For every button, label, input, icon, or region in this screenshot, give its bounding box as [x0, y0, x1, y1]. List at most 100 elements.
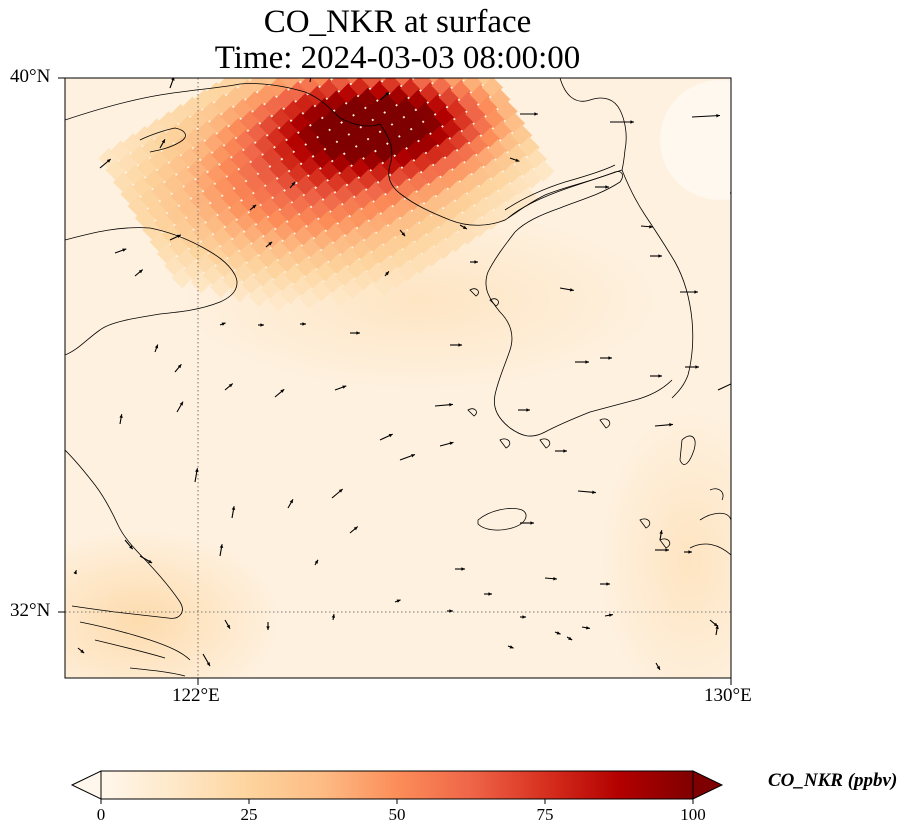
wind-arrow-shaft [691, 114, 721, 118]
wind-arrow-head [342, 385, 347, 389]
wind-arrow-head [138, 269, 143, 274]
plume-cell [272, 78, 295, 79]
coastlines [65, 78, 731, 677]
wind-arrow-head [606, 582, 610, 586]
colorbar-tick-label-75: 75 [536, 805, 554, 824]
plume-cell [386, 54, 407, 75]
wind-arrow-head [458, 343, 462, 347]
coast-jeju [477, 508, 527, 531]
wind-arrow-head [665, 548, 669, 552]
plume-cell [297, 43, 318, 64]
wind-arrow-head [385, 92, 390, 96]
coast-jiangsu [65, 449, 183, 619]
wind-arrow-head [122, 248, 127, 252]
wind-arrow-shaft [309, 78, 312, 83]
plume-cell [533, 160, 555, 182]
colorbar-tick-label-100: 100 [680, 805, 706, 824]
lat-label-32n: 32°N [10, 600, 51, 621]
coast-kyushu [689, 488, 731, 556]
border-korea [504, 164, 623, 219]
wind-arrow-head [694, 290, 698, 294]
plume-cell [359, 37, 380, 58]
colorbar-extend-high [692, 770, 724, 800]
colorbar-gradient [100, 770, 694, 800]
plume-cell [417, 51, 438, 72]
plume-cell [397, 47, 418, 68]
plume-cell [409, 39, 430, 60]
lon-label-122e: 122°E [172, 685, 220, 706]
wind-arrow-head [609, 613, 613, 617]
wind-arrow-head [226, 624, 230, 629]
plume-cell [421, 32, 442, 53]
wind-arrow-head [195, 468, 199, 473]
coast-tsushima [679, 435, 696, 465]
wind-arrow-head [176, 234, 181, 238]
wind-arrow-head [356, 331, 360, 335]
wind-arrow-head [608, 356, 612, 360]
wind-arrow-head [553, 577, 557, 581]
plume-cell [402, 27, 423, 48]
wind-arrow-head [231, 506, 236, 510]
wind-arrow-head [291, 181, 296, 186]
wind-arrow-head [659, 530, 663, 534]
plume-cell [277, 38, 298, 59]
map-frame [64, 77, 732, 679]
plume-cell [366, 49, 387, 70]
wind-arrow-head [221, 322, 226, 326]
wind-arrow-head [252, 204, 257, 209]
wind-vectors [73, 78, 731, 671]
wind-arrow-head [80, 649, 85, 654]
plume-cell [335, 52, 356, 73]
plume-cell [309, 35, 330, 56]
wind-arrow-head [106, 159, 111, 163]
coast-islands-bohai [139, 127, 186, 153]
coast-yangtze-mouth [79, 621, 191, 677]
wind-arrow-head [630, 120, 634, 124]
plume-cell [378, 42, 399, 63]
wind-arrow-head [280, 389, 285, 393]
wind-arrow-head [73, 570, 77, 575]
wind-arrow-head [449, 609, 453, 613]
coast-bohai-north [65, 83, 381, 127]
wind-arrow-head [656, 665, 660, 670]
coast-north-korea-top [559, 78, 627, 171]
wind-arrow-head [228, 383, 233, 388]
wind-arrow-head [411, 454, 415, 458]
wind-arrow-head [129, 545, 133, 550]
plume-cell [304, 55, 325, 76]
plume-cell [371, 30, 392, 51]
plume-cell [404, 78, 427, 80]
plume-cell [354, 57, 375, 78]
wind-arrow-head [388, 434, 393, 438]
plume-cell [265, 45, 286, 66]
plume-cell [441, 37, 462, 58]
wind-arrow-head [715, 625, 719, 629]
plume-cell [323, 78, 345, 81]
wind-arrow-head [586, 626, 590, 630]
coast-small-islands [467, 288, 671, 549]
wind-arrow-head [592, 490, 596, 494]
wind-arrow-head [177, 364, 182, 369]
plume-cell [320, 28, 341, 49]
wind-arrow-head [462, 225, 467, 229]
wind-arrow-head [605, 185, 609, 189]
plume-cell [328, 40, 349, 61]
wind-arrow-head [488, 592, 492, 596]
wind-arrow-head [338, 489, 343, 493]
plume-cell [436, 56, 457, 77]
wind-arrow-head [260, 323, 264, 327]
plume-cell [390, 35, 411, 56]
colorbar-label: CO_NKR (ppbv) [768, 770, 898, 791]
coast-korea-west [485, 231, 673, 437]
wind-arrow-head [219, 544, 224, 548]
wind-arrow-head [530, 521, 534, 525]
wind-arrow-head [268, 241, 273, 246]
colorbar-tick-label-25: 25 [240, 805, 258, 824]
colorbar-tick-label-0: 0 [96, 805, 106, 824]
plume-cell [285, 50, 306, 71]
wind-arrow-head [161, 139, 165, 144]
wind-arrow-head [695, 365, 699, 369]
wind-arrow-head [713, 622, 718, 627]
coast-shandong [65, 227, 238, 356]
wind-arrow-head [154, 344, 159, 349]
